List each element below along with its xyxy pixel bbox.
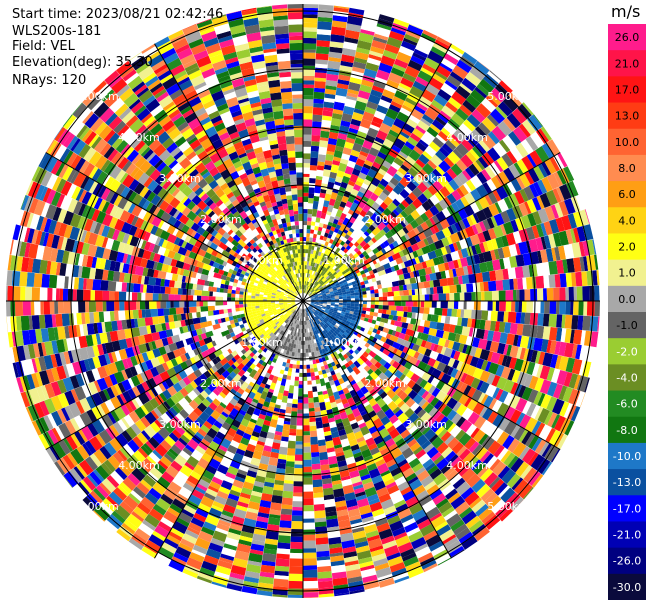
- colorbar-swatch: [608, 259, 646, 287]
- colorbar-swatch: [608, 128, 646, 156]
- colorbar-swatch: [608, 390, 646, 418]
- colorbar-swatch: [608, 573, 646, 600]
- colorbar-swatch: [608, 312, 646, 339]
- colorbar-swatch: [608, 469, 646, 496]
- colorbar-swatch: [608, 442, 646, 470]
- ring-label: 1.00km: [241, 254, 283, 267]
- colorbar-swatch: [608, 102, 646, 130]
- ring-label: 5.00km: [487, 500, 529, 513]
- nrays-label: NRays: 120: [12, 74, 86, 87]
- ring-label: 3.00km: [159, 172, 201, 185]
- ring-label: 4.00km: [446, 131, 488, 144]
- colorbar-swatch: [608, 24, 646, 51]
- colorbar-tick-label: 21.0: [615, 57, 640, 70]
- colorbar-tick-label: -30.0: [613, 581, 641, 594]
- colorbar-swatch: [608, 285, 646, 313]
- colorbar-unit: m/s: [611, 2, 640, 21]
- colorbar-tick-label: -21.0: [613, 529, 641, 542]
- colorbar-swatch: [608, 181, 646, 208]
- ring-label: 4.00km: [446, 459, 488, 472]
- azimuth-line-150: [154, 43, 452, 559]
- colorbar-tick-label: 8.0: [618, 162, 636, 175]
- colorbar-tick-label: -10.0: [613, 450, 641, 463]
- ring-label: 1.00km: [323, 254, 365, 267]
- colorbar-swatch: [608, 547, 646, 575]
- ring-label: 3.00km: [405, 172, 447, 185]
- colorbar-swatch: [608, 50, 646, 77]
- colorbar-tick-label: 17.0: [615, 83, 640, 96]
- colorbar-tick-label: 2.0: [618, 241, 636, 254]
- ring-label: 3.00km: [405, 418, 447, 431]
- azimuth-lines: [6, 4, 600, 598]
- ring-label: 5.00km: [77, 90, 119, 103]
- colorbar-swatch: [608, 495, 646, 522]
- start-time-label: Start time: 2023/08/21 02:42:46: [12, 8, 223, 21]
- colorbar-tick-label: -8.0: [616, 424, 637, 437]
- colorbar-tick-label: -4.0: [616, 371, 637, 384]
- colorbar-tick-label: 13.0: [615, 110, 640, 123]
- ring-label: 5.00km: [487, 90, 529, 103]
- field-label: Field: VEL: [12, 40, 75, 53]
- colorbar-tick-label: 1.0: [618, 267, 636, 280]
- ring-label: 2.00km: [364, 377, 406, 390]
- colorbar-swatch: [608, 364, 646, 392]
- range-ring-labels: 1.00km 1.00km 1.00km 1.00km 2.00km 2.00km 2.00…: [77, 90, 529, 513]
- colorbar-swatch: [608, 233, 646, 261]
- colorbar-tick-label: -1.0: [616, 319, 637, 332]
- colorbar-tick-label: -2.0: [616, 345, 637, 358]
- colorbar-tick-label: 26.0: [615, 31, 640, 44]
- colorbar-tick-label: -17.0: [613, 502, 641, 515]
- ring-label: 2.00km: [200, 377, 242, 390]
- colorbar-tick-label: 4.0: [618, 214, 636, 227]
- colorbar-swatch: [608, 154, 646, 182]
- colorbar: 26.0 21.0 17.0 13.0 10.0 8.0 6.0 4.0 2.0 1.0 0.0 -1…: [608, 24, 646, 600]
- colorbar-swatch: [608, 76, 646, 104]
- colorbar-tick-label: -6.0: [616, 398, 637, 411]
- colorbar-swatch: [608, 338, 646, 365]
- colorbar-tick-label: -13.0: [613, 476, 641, 489]
- instrument-label: WLS200s-181: [12, 25, 101, 38]
- ring-label: 5.00km: [77, 500, 119, 513]
- ring-label: 4.00km: [118, 459, 160, 472]
- ring-label: 2.00km: [364, 213, 406, 226]
- ring-label: 1.00km: [241, 336, 283, 349]
- colorbar-swatch: [608, 521, 646, 549]
- colorbar-tick-label: 6.0: [618, 188, 636, 201]
- elevation-label: Elevation(deg): 35.30: [12, 56, 153, 69]
- colorbar-swatch: [608, 416, 646, 444]
- ring-label: 4.00km: [118, 131, 160, 144]
- ring-label: 2.00km: [200, 213, 242, 226]
- colorbar-tick-label: -26.0: [613, 555, 641, 568]
- colorbar-tick-label: 10.0: [615, 136, 640, 149]
- colorbar-swatch: [608, 207, 646, 234]
- colorbar-tick-label: 0.0: [618, 293, 636, 306]
- ring-label: 3.00km: [159, 418, 201, 431]
- ring-label: 1.00km: [323, 336, 365, 349]
